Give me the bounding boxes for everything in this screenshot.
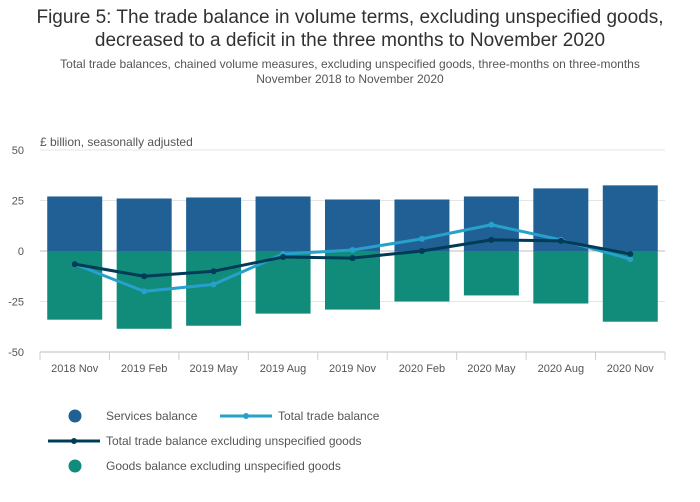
legend-label-2: Total trade balance excluding unspecifie… — [106, 434, 362, 448]
series-point-1-8 — [627, 251, 634, 258]
bar-goods-6 — [463, 251, 519, 296]
series-point-0-5 — [418, 235, 425, 242]
chart-subtitle-line-2: November 2018 to November 2020 — [256, 72, 444, 86]
legend-label-1: Total trade balance — [278, 409, 380, 423]
y-axis-unit-label: £ billion, seasonally adjusted — [40, 135, 193, 149]
series-point-0-1 — [141, 288, 148, 295]
legend-swatch-3 — [68, 459, 82, 473]
x-tick-label: 2020 Aug — [538, 363, 585, 375]
x-tick-label: 2019 May — [189, 363, 238, 375]
x-tick-label: 2020 Feb — [399, 363, 445, 375]
chart-subtitle: Total trade balances, chained volume mea… — [20, 57, 680, 87]
chart-title-line-2: decreased to a deficit in the three mont… — [94, 30, 606, 51]
legend-label-3: Goods balance excluding unspecified good… — [106, 459, 341, 473]
series-point-0-2 — [210, 281, 217, 288]
x-tick-label: 2018 Nov — [51, 363, 99, 375]
series-point-0-4 — [349, 246, 356, 253]
legend-swatch-0 — [68, 409, 82, 423]
series-point-1-4 — [349, 255, 356, 262]
series-point-0-8 — [627, 256, 634, 263]
series-point-0-6 — [488, 221, 495, 228]
y-tick-label: 50 — [12, 145, 24, 157]
y-tick-label: -50 — [8, 347, 24, 359]
bar-services-3 — [255, 196, 311, 251]
bar-goods-5 — [394, 251, 450, 302]
chart-title-line-1: Figure 5: The trade balance in volume te… — [36, 7, 664, 28]
bar-goods-7 — [533, 251, 589, 304]
bar-services-4 — [325, 199, 380, 251]
y-tick-label: 25 — [12, 196, 24, 208]
bar-goods-8 — [602, 251, 658, 322]
x-tick-label: 2020 Nov — [607, 363, 655, 375]
bar-services-2 — [186, 197, 242, 251]
series-point-1-2 — [210, 268, 217, 275]
y-tick-label: -25 — [8, 297, 24, 309]
series-point-1-0 — [71, 261, 78, 268]
series-point-1-3 — [280, 254, 287, 261]
bar-services-8 — [602, 185, 658, 251]
chart-subtitle-line-1: Total trade balances, chained volume mea… — [60, 57, 640, 71]
legend-label-0: Services balance — [106, 409, 198, 423]
series-point-1-6 — [488, 236, 495, 243]
x-tick-label: 2019 Nov — [329, 363, 377, 375]
series-point-1-1 — [141, 273, 148, 280]
legend-swatch-marker-2 — [71, 438, 77, 444]
legend-swatch-marker-1 — [243, 413, 249, 419]
y-tick-label: 0 — [18, 246, 24, 258]
x-tick-label: 2019 Aug — [260, 363, 307, 375]
x-tick-label: 2020 May — [467, 363, 516, 375]
x-tick-label: 2019 Feb — [121, 363, 167, 375]
series-point-1-5 — [418, 248, 425, 254]
chart-title: Figure 5: The trade balance in volume te… — [0, 6, 700, 52]
bar-services-0 — [47, 196, 103, 251]
series-point-1-7 — [557, 237, 564, 244]
bar-goods-2 — [186, 251, 242, 326]
bar-services-1 — [116, 198, 172, 251]
